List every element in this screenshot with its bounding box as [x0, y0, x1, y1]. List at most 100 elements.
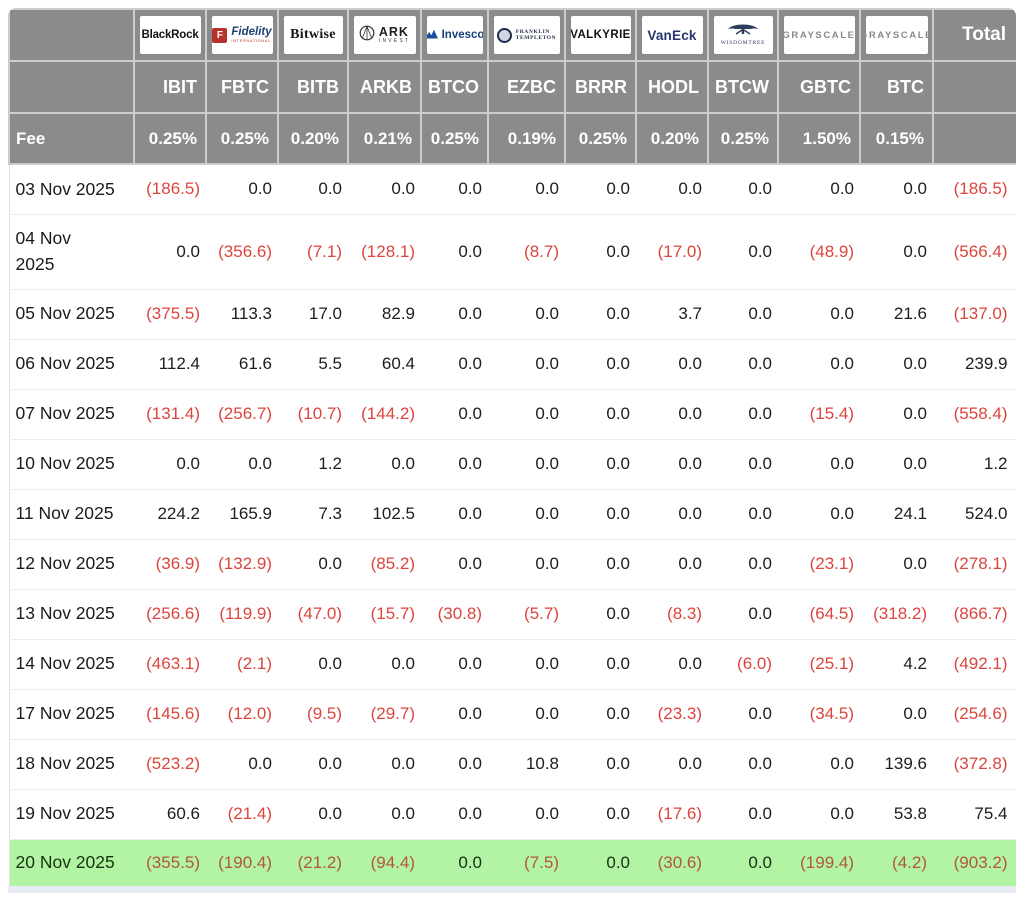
table-row: 07 Nov 2025 (131.4) (256.7) (10.7) (144.2) 0.… — [9, 389, 1016, 439]
flow-value-cell: 0.0 — [458, 704, 482, 723]
flow-value-cell: (85.2) — [370, 554, 415, 573]
flow-value-cell: 0.0 — [748, 354, 772, 373]
ticker-ezbc: EZBC — [487, 60, 566, 114]
vaneck-logo: VanEck — [641, 16, 703, 54]
flow-value-cell: 0.0 — [248, 179, 272, 199]
flow-value-cell: 0.0 — [535, 179, 559, 199]
flow-value-cell: 0.0 — [678, 179, 702, 199]
flow-value-cell: (9.5) — [307, 704, 342, 723]
table-row: 12 Nov 2025 (36.9) (132.9) 0.0 (85.2) 0.0 0.0 0… — [9, 539, 1016, 589]
blackrock-logo: BlackRock — [139, 16, 201, 54]
fee-ezbc: 0.19% — [487, 112, 566, 165]
ark-logo-cell: ARK INVEST — [347, 8, 422, 62]
flow-value-cell: 0.0 — [903, 454, 927, 473]
flow-value-cell: 165.9 — [229, 504, 272, 523]
total-value-cell: (492.1) — [953, 654, 1008, 673]
ticker-fbtc: FBTC — [205, 60, 279, 114]
flow-value-cell: 0.0 — [458, 241, 482, 261]
flow-value-cell: 113.3 — [230, 304, 272, 323]
flow-value-cell: 0.0 — [535, 554, 559, 573]
flow-value-cell: 0.0 — [748, 804, 772, 823]
flow-value-cell: 0.0 — [606, 604, 630, 623]
total-value-cell: (137.0) — [953, 304, 1008, 323]
date-cell: 13 Nov 2025 — [15, 603, 115, 624]
fee-label: Fee — [8, 112, 135, 165]
flow-value-cell: 0.0 — [606, 754, 630, 773]
flow-value-cell: 0.0 — [421, 839, 488, 886]
flow-value-cell: 0.0 — [176, 241, 200, 261]
fee-arkb: 0.21% — [347, 112, 422, 165]
flow-value-cell: 0.0 — [678, 404, 702, 423]
flow-value-cell: 53.8 — [893, 804, 927, 823]
franklin-head-icon — [496, 27, 512, 43]
flow-value-cell: 0.0 — [606, 354, 630, 373]
date-cell: 03 Nov 2025 — [15, 178, 115, 199]
flow-value-cell: 0.0 — [535, 354, 559, 373]
total-value-cell: 524.0 — [964, 504, 1008, 523]
flow-value-cell: 0.0 — [535, 504, 559, 523]
flow-value-cell: (21.4) — [227, 804, 272, 823]
total-value-cell: (372.8) — [953, 754, 1008, 773]
flow-value-cell: 0.0 — [458, 654, 482, 673]
fee-fbtc: 0.25% — [205, 112, 279, 165]
flow-value-cell: 0.0 — [678, 504, 702, 523]
grayscale-logo-cell: GRAYSCALE — [777, 8, 861, 62]
ticker-gbtc: GBTC — [777, 60, 861, 114]
flow-value-cell: 0.0 — [458, 454, 482, 473]
ticker-brrr: BRRR — [564, 60, 637, 114]
flow-value-cell: (6.0) — [737, 654, 772, 673]
flow-value-cell: 0.0 — [606, 654, 630, 673]
table-header: BlackRock F Fidelity INTERNATIONAL Bitwise AR… — [8, 8, 1016, 165]
wisdomtree-tree-icon — [725, 23, 761, 40]
wisdomtree-wordmark: WISDOMTREE — [721, 23, 766, 47]
flow-value-cell: 0.0 — [318, 179, 342, 199]
table-row: 10 Nov 2025 0.0 0.0 1.2 0.0 0.0 0.0 0.0 0.0 0.0 0.… — [9, 439, 1016, 489]
flow-value-cell: (10.7) — [297, 404, 342, 423]
flow-value-cell: (48.9) — [809, 241, 854, 261]
date-cell: 19 Nov 2025 — [15, 803, 115, 824]
ticker-bitb: BITB — [277, 60, 349, 114]
ticker-arkb: ARKB — [347, 60, 422, 114]
flow-value-cell: (7.1) — [307, 241, 342, 261]
fee-row: Fee 0.25% 0.25% 0.20% 0.21% 0.25% 0.19% 0.25% 0… — [8, 112, 1016, 165]
ark-wordmark: ARK INVEST — [379, 26, 410, 45]
total-value-cell: (866.7) — [953, 604, 1008, 623]
flow-value-cell: (119.9) — [219, 604, 272, 623]
flow-value-cell: (5.7) — [524, 604, 559, 623]
etf-flow-page: BlackRock F Fidelity INTERNATIONAL Bitwise AR… — [8, 8, 1016, 893]
flow-value-cell: (256.7) — [218, 404, 272, 423]
flow-value-cell: (128.1) — [361, 241, 415, 261]
flow-value-cell: (17.0) — [657, 241, 702, 261]
ticker-row: IBIT FBTC BITB ARKB BTCO EZBC BRRR HODL BTCW GBTC… — [8, 60, 1016, 114]
flow-value-cell: 17.0 — [308, 304, 342, 323]
fee-ibit: 0.25% — [133, 112, 207, 165]
flow-value-cell: (199.4) — [778, 839, 860, 886]
flow-value-cell: 0.0 — [830, 179, 854, 199]
table-row: 03 Nov 2025 (186.5) 0.0 0.0 0.0 0.0 0.0 0.0 0.0 0… — [9, 164, 1016, 214]
table-row: 19 Nov 2025 60.6 (21.4) 0.0 0.0 0.0 0.0 0.0 (17.… — [9, 789, 1016, 839]
fee-btc: 0.15% — [859, 112, 934, 165]
flow-value-cell: (21.2) — [278, 839, 348, 886]
flow-value-cell: (25.1) — [809, 654, 854, 673]
fee-hodl: 0.20% — [635, 112, 709, 165]
valkyrie-logo-cell: VALKYRIE — [564, 8, 637, 62]
bitwise-wordmark: Bitwise — [290, 27, 336, 42]
flow-value-cell: (7.5) — [488, 839, 565, 886]
flow-value-cell: (12.0) — [227, 704, 272, 723]
ticker-btco: BTCO — [420, 60, 489, 114]
flow-value-cell: 24.1 — [893, 504, 927, 523]
flow-value-cell: 0.0 — [176, 454, 200, 473]
total-value-cell: 75.4 — [974, 804, 1008, 823]
fidelity-wordmark: Fidelity INTERNATIONAL — [231, 26, 271, 44]
date-cell: 11 Nov 2025 — [15, 503, 114, 524]
flow-value-cell: (375.5) — [146, 304, 200, 323]
flow-value-cell: 0.0 — [458, 804, 482, 823]
etf-flow-table: BlackRock F Fidelity INTERNATIONAL Bitwise AR… — [8, 8, 1016, 886]
flow-value-cell: 82.9 — [381, 304, 415, 323]
flow-value-cell: 0.0 — [830, 804, 854, 823]
flow-value-cell: 0.0 — [391, 754, 415, 773]
flow-value-cell: 0.0 — [708, 839, 778, 886]
flow-value-cell: 0.0 — [458, 304, 482, 323]
flow-value-cell: 0.0 — [248, 754, 272, 773]
provider-logo-row: BlackRock F Fidelity INTERNATIONAL Bitwise AR… — [8, 8, 1016, 62]
